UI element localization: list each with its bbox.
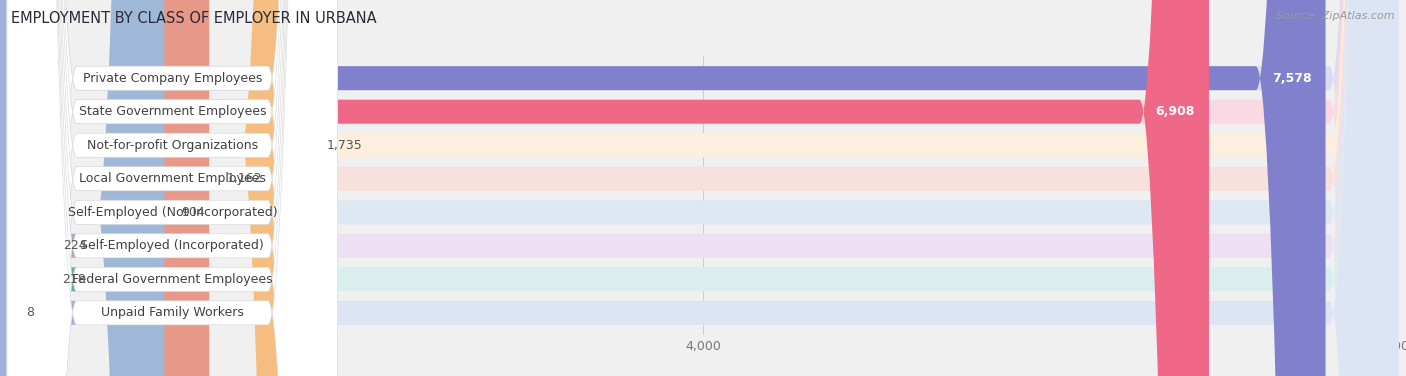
Text: 224: 224 [63, 239, 87, 252]
FancyBboxPatch shape [0, 0, 76, 376]
FancyBboxPatch shape [7, 0, 337, 376]
FancyBboxPatch shape [7, 0, 337, 376]
Text: Source: ZipAtlas.com: Source: ZipAtlas.com [1277, 11, 1395, 21]
Text: 218: 218 [62, 273, 86, 286]
FancyBboxPatch shape [7, 0, 1399, 376]
FancyBboxPatch shape [0, 0, 76, 376]
FancyBboxPatch shape [7, 0, 337, 376]
FancyBboxPatch shape [7, 0, 337, 376]
FancyBboxPatch shape [7, 0, 1399, 376]
FancyBboxPatch shape [7, 0, 1399, 376]
FancyBboxPatch shape [7, 0, 1399, 376]
FancyBboxPatch shape [7, 0, 337, 376]
FancyBboxPatch shape [7, 0, 1326, 376]
Text: 6,908: 6,908 [1156, 105, 1195, 118]
Text: Self-Employed (Incorporated): Self-Employed (Incorporated) [80, 239, 264, 252]
Text: 7,578: 7,578 [1272, 72, 1312, 85]
FancyBboxPatch shape [7, 0, 1399, 376]
FancyBboxPatch shape [7, 0, 1399, 376]
FancyBboxPatch shape [7, 0, 165, 376]
Text: 8: 8 [25, 306, 34, 319]
Text: Private Company Employees: Private Company Employees [83, 72, 262, 85]
FancyBboxPatch shape [0, 0, 76, 376]
FancyBboxPatch shape [7, 0, 1209, 376]
Text: Self-Employed (Not Incorporated): Self-Employed (Not Incorporated) [67, 206, 277, 219]
Text: Federal Government Employees: Federal Government Employees [72, 273, 273, 286]
FancyBboxPatch shape [7, 0, 337, 376]
FancyBboxPatch shape [7, 0, 1399, 376]
FancyBboxPatch shape [7, 0, 209, 376]
Text: State Government Employees: State Government Employees [79, 105, 266, 118]
Text: Local Government Employees: Local Government Employees [79, 172, 266, 185]
Text: Not-for-profit Organizations: Not-for-profit Organizations [87, 139, 257, 152]
Text: Unpaid Family Workers: Unpaid Family Workers [101, 306, 243, 319]
Text: 904: 904 [181, 206, 205, 219]
FancyBboxPatch shape [7, 0, 337, 376]
FancyBboxPatch shape [7, 0, 337, 376]
FancyBboxPatch shape [7, 0, 309, 376]
Text: 1,735: 1,735 [326, 139, 363, 152]
Text: 1,162: 1,162 [226, 172, 262, 185]
FancyBboxPatch shape [7, 0, 1399, 376]
Text: EMPLOYMENT BY CLASS OF EMPLOYER IN URBANA: EMPLOYMENT BY CLASS OF EMPLOYER IN URBAN… [11, 11, 377, 26]
